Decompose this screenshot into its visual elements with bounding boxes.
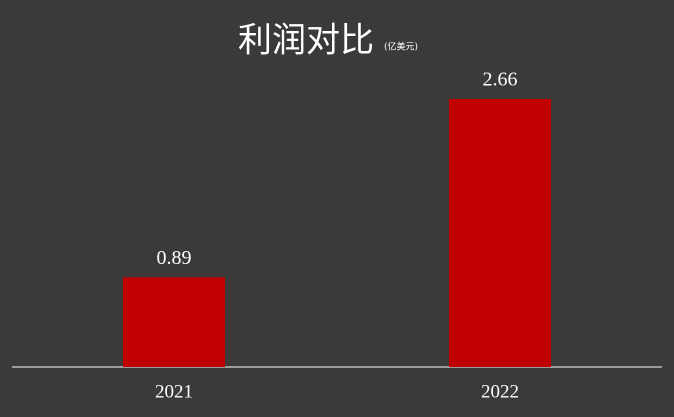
chart-title: 利润对比	[238, 21, 374, 61]
bar	[449, 99, 551, 367]
x-tick-label: 2022	[481, 381, 519, 402]
chart-subtitle: (亿美元)	[384, 41, 418, 53]
x-tick-label: 2021	[155, 381, 193, 402]
data-label: 2.66	[483, 69, 518, 91]
bar	[123, 277, 225, 367]
data-label: 0.89	[157, 247, 192, 269]
